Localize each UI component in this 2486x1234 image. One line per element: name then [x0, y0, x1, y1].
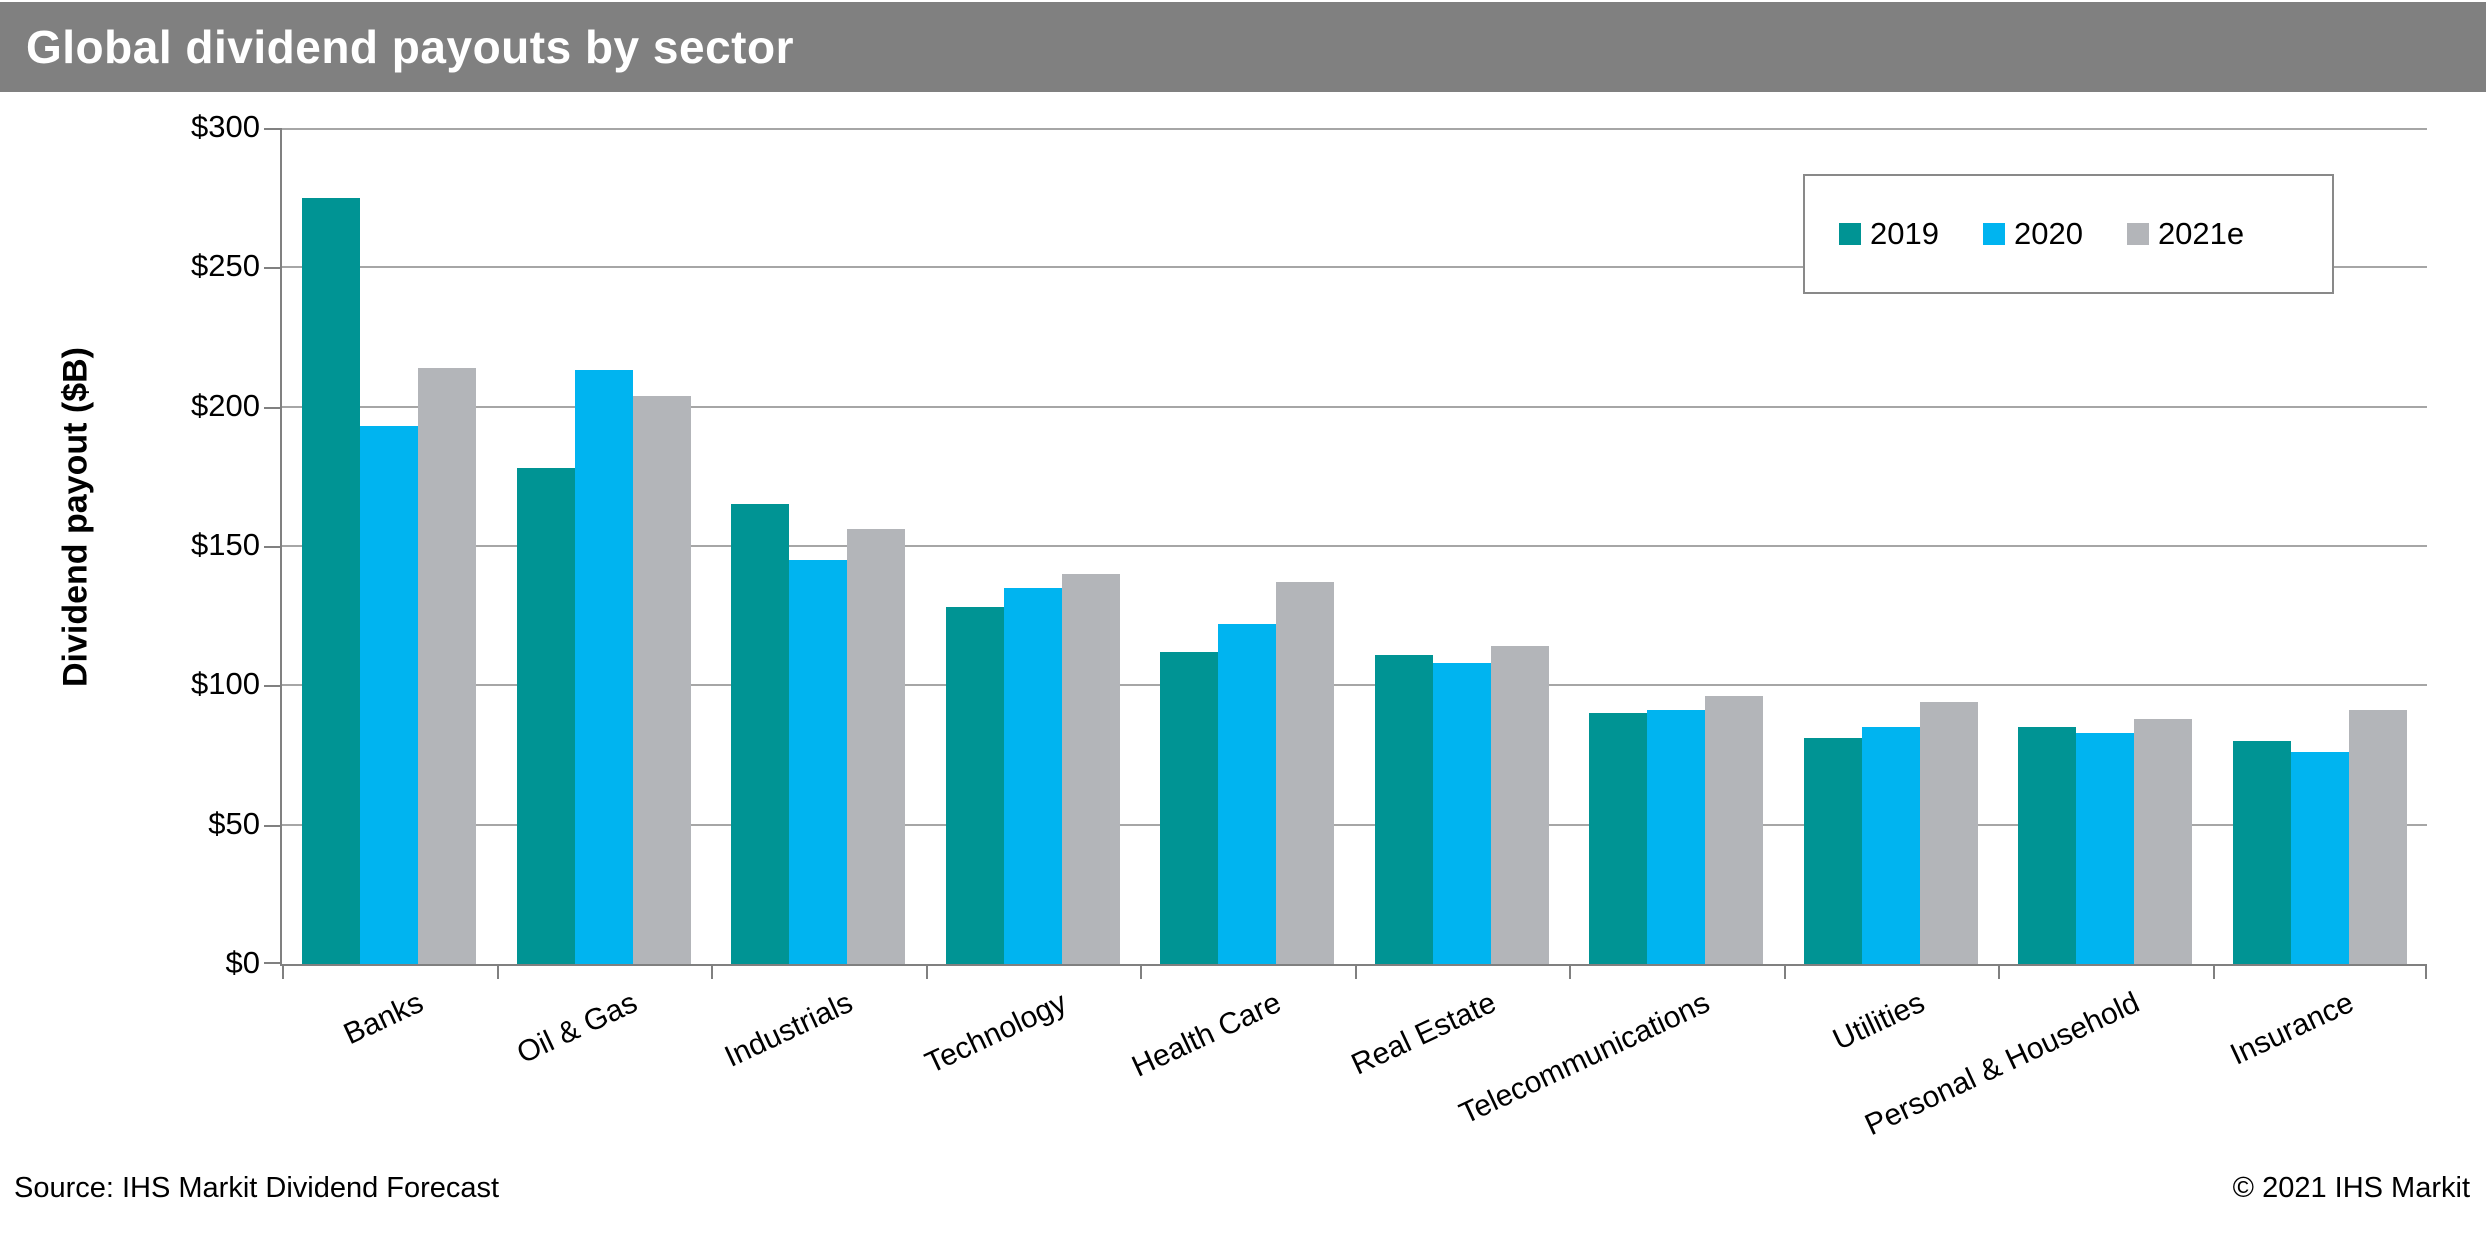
bar-groups — [282, 128, 2427, 964]
bar — [1705, 696, 1764, 964]
legend: 2019 2020 2021e — [1803, 174, 2334, 294]
x-axis-label: Industrials — [719, 986, 858, 1074]
legend-swatch — [2126, 223, 2149, 245]
y-tick-mark — [264, 685, 280, 688]
bar — [1803, 738, 1862, 964]
footer-copyright: © 2021 IHS Markit — [2232, 1172, 2470, 1204]
legend-item: 2019 — [1839, 216, 1939, 252]
page-title: Global dividend payouts by sector — [26, 21, 794, 73]
bar — [945, 607, 1004, 964]
bar — [574, 370, 633, 964]
y-tick-mark — [264, 824, 280, 827]
bar — [1276, 582, 1335, 964]
bar — [302, 197, 361, 964]
y-tick-mark — [264, 546, 280, 548]
legend-item: 2020 — [1982, 216, 2083, 252]
plot-area: $0 $50 $100 $150 $200 $250 $300 Banks Oil & Gas I… — [191, 109, 2427, 1142]
y-axis-tick-label: $150 — [191, 527, 260, 562]
y-axis-tick-label: $200 — [191, 387, 260, 423]
bar — [2232, 741, 2291, 964]
gridline — [282, 684, 2427, 687]
x-tick-mark — [2425, 964, 2427, 979]
bar — [847, 529, 906, 964]
bar — [1374, 654, 1433, 964]
x-axis-label: Health Care — [1127, 986, 1287, 1084]
legend-label: 2019 — [1870, 216, 1939, 251]
x-tick-mark — [711, 964, 713, 979]
legend-swatch — [1982, 223, 2005, 245]
x-axis-label: Insurance — [2225, 986, 2359, 1072]
bar — [1861, 727, 1920, 964]
y-tick-mark — [264, 128, 280, 130]
x-axis-label: Banks — [338, 986, 429, 1052]
bar — [2076, 732, 2135, 964]
x-tick-mark — [1354, 964, 1357, 979]
bar-group — [1784, 128, 1999, 964]
y-tick-mark — [264, 406, 280, 409]
bar-group — [1569, 128, 1784, 964]
bar — [360, 426, 419, 964]
x-tick-mark — [1569, 964, 1571, 979]
x-tick-mark — [1783, 964, 1786, 979]
y-tick-mark — [264, 267, 280, 270]
y-tick-mark — [264, 962, 280, 964]
bar — [2290, 752, 2349, 964]
legend-item: 2021e — [2126, 216, 2245, 252]
y-axis-tick-label: $300 — [191, 109, 260, 144]
legend-label: 2020 — [2013, 216, 2083, 251]
bar — [2018, 727, 2077, 964]
x-tick-mark — [282, 964, 284, 979]
bar — [516, 467, 575, 964]
bar — [1061, 573, 1120, 964]
bar — [1218, 624, 1277, 964]
bar — [418, 367, 477, 964]
x-axis-label: Real Estate — [1346, 986, 1501, 1082]
y-axis-tick-label: $100 — [191, 666, 260, 702]
footer-source: Source: IHS Markit Dividend Forecast — [14, 1172, 500, 1204]
bar — [789, 559, 848, 964]
bar — [632, 395, 691, 964]
bar — [2348, 710, 2407, 964]
gridline — [282, 823, 2427, 826]
bar — [1003, 587, 1062, 964]
y-axis-tick-label: $0 — [225, 945, 260, 980]
bar — [1160, 651, 1219, 964]
x-axis-label: Oil & Gas — [512, 986, 643, 1071]
bar-group — [282, 128, 497, 964]
x-axis-label: Technology — [920, 986, 1072, 1081]
bar — [2134, 718, 2193, 964]
legend-swatch — [1839, 223, 1861, 245]
x-tick-mark — [2212, 964, 2215, 979]
x-tick-mark — [1140, 964, 1142, 979]
gridline — [282, 128, 2427, 130]
bar-group — [1140, 128, 1355, 964]
bar-group — [711, 128, 926, 964]
gridline — [282, 545, 2427, 547]
bar — [1919, 702, 1978, 964]
bar — [1589, 713, 1648, 964]
title-bar: Global dividend payouts by sector — [0, 2, 2486, 92]
bar-group — [497, 128, 712, 964]
bar-group — [1998, 128, 2213, 964]
bar-group — [926, 128, 1141, 964]
bar-group — [2213, 128, 2428, 964]
bar — [731, 504, 790, 964]
bar — [1432, 663, 1491, 964]
bar — [1490, 646, 1549, 964]
x-axis-label: Utilities — [1828, 986, 1930, 1057]
x-tick-mark — [925, 964, 928, 979]
bar-group — [1355, 128, 1570, 964]
x-tick-mark — [1998, 964, 2000, 979]
gridline — [282, 405, 2427, 408]
y-axis-tick-label: $50 — [208, 805, 260, 841]
legend-label: 2021e — [2157, 216, 2245, 251]
bar — [1647, 710, 1706, 964]
gridline — [282, 266, 2427, 269]
x-tick-mark — [496, 964, 499, 979]
y-axis-tick-label: $250 — [191, 248, 260, 284]
